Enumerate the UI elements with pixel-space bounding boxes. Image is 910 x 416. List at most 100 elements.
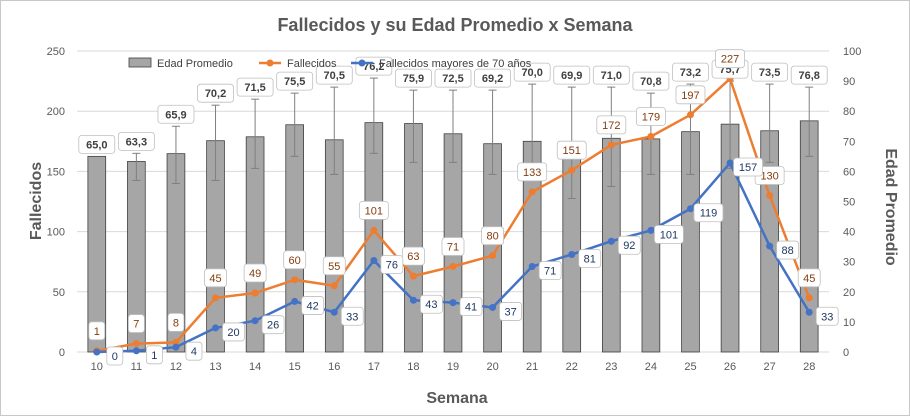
y-tick-label: 50 (53, 287, 65, 299)
bar-data-label: 63,3 (126, 136, 147, 148)
fallecidos-data-label: 151 (563, 145, 581, 157)
data-labels: 65,0 63,365,970,271,575,570,576,275,9 72,5… (78, 49, 839, 366)
fallecidos-data-label: 55 (328, 261, 340, 273)
fallecidos-data-label-box (441, 237, 465, 256)
mayores70-data-label: 33 (346, 311, 358, 323)
legend-label-fallecidos: Fallecidos (287, 58, 337, 70)
mayores70-data-label: 157 (739, 162, 757, 174)
bar-data-label: 70,0 (521, 67, 542, 79)
fallecidos-point (330, 282, 338, 290)
fallecidos-data-label-box (243, 263, 267, 283)
fallecidos-point (409, 272, 417, 280)
legend-label-edad: Edad Promedio (157, 58, 233, 70)
chart-title: Fallecidos y su Edad Promedio x Semana (277, 15, 633, 35)
fallecidos-point (251, 289, 259, 297)
bar-data-label: 65,0 (86, 139, 107, 151)
fallecidos-data-label-box (675, 85, 706, 105)
fallecidos-point (607, 141, 615, 149)
fallecidos-point (568, 166, 576, 174)
mayores70-data-label-box (538, 261, 562, 280)
bar-data-label-box (434, 68, 472, 88)
mayores70-data-label-box (815, 306, 839, 326)
x-tick-label: 14 (249, 361, 261, 373)
mayores70-point (528, 263, 536, 271)
mayores70-point (489, 303, 497, 311)
mayores70-data-label: 88 (782, 245, 794, 257)
fallecidos-data-label-box (322, 256, 346, 276)
bar-data-label: 71,0 (601, 70, 622, 82)
fallecidos-data-label: 1 (94, 326, 100, 338)
bar-data-label-box (790, 65, 828, 85)
mayores70-point (607, 237, 615, 245)
fallecidos-point (528, 188, 536, 196)
fallecidos-data-label: 172 (602, 120, 620, 132)
legend-marker-mayores70 (358, 59, 366, 67)
fallecidos-data-label-box (635, 107, 666, 126)
fallecidos-data-label: 101 (365, 205, 383, 217)
bar-data-label-box (117, 131, 155, 151)
x-tick-label: 11 (131, 361, 142, 373)
mayores70-point (726, 159, 734, 167)
y2-tick-label: 80 (843, 106, 855, 118)
mayores70-data-label-box (776, 240, 800, 260)
y-tick-label: 250 (47, 46, 65, 58)
mayores70-data-label: 92 (623, 240, 635, 252)
bar-data-label: 69,9 (561, 70, 582, 82)
mayores70-data-label: 42 (307, 300, 319, 312)
mayores70-data-label: 41 (465, 302, 477, 314)
x-tick-label: 15 (289, 361, 301, 373)
fallecidos-data-label-box (167, 312, 185, 332)
y2-tick-label: 50 (843, 197, 855, 209)
bar-data-label-box (395, 68, 432, 88)
bar-data-label: 70,5 (324, 70, 345, 82)
fallecidos-data-label-box (358, 200, 389, 220)
mayores70-data-label-box (106, 346, 124, 366)
x-tick-label: 20 (486, 361, 498, 373)
mayores70-point (409, 296, 417, 304)
x-tick-label: 18 (407, 361, 419, 373)
bar-data-label: 76,8 (798, 70, 819, 82)
fallecidos-data-label: 60 (289, 255, 301, 267)
mayores70-point (766, 242, 774, 250)
bar-data-label-box (672, 62, 709, 82)
mayores70-point (449, 299, 457, 307)
x-axis-title: Semana (426, 390, 487, 407)
fallecidos-data-label-box (596, 115, 627, 135)
mayores70-data-label: 76 (386, 259, 398, 271)
bar-data-label-box (157, 104, 195, 124)
mayores70-point (568, 250, 576, 258)
y2-tick-label: 30 (843, 257, 855, 269)
mayores70-data-label: 1 (151, 350, 157, 362)
x-tick-label: 23 (605, 361, 617, 373)
fallecidos-point (489, 252, 497, 260)
y-tick-label: 100 (47, 227, 65, 239)
fallecidos-data-label-box (556, 140, 587, 160)
y2-tick-label: 100 (843, 46, 861, 58)
x-tick-label: 19 (447, 361, 459, 373)
fallecidos-point (805, 294, 813, 302)
y2-tick-label: 40 (843, 227, 855, 239)
mayores70-data-label: 4 (191, 346, 197, 358)
bar-data-label: 75,5 (284, 76, 305, 88)
legend: Edad Promedio Fallecidos Fallecidos mayore… (128, 57, 532, 70)
mayores70-data-label-box (578, 249, 602, 268)
fallecidos-data-label: 197 (681, 90, 699, 102)
mayores70-point (212, 324, 220, 332)
bar (285, 124, 304, 353)
mayores70-data-label-box (145, 345, 163, 365)
x-tick-label: 12 (170, 361, 182, 373)
mayores70-data-label: 119 (700, 208, 718, 220)
fallecidos-data-label: 71 (447, 242, 459, 254)
mayores70-data-label-box (222, 322, 245, 342)
bar-data-label: 73,2 (680, 67, 701, 79)
mayores70-point (251, 317, 259, 325)
bar-data-label-box (78, 134, 116, 154)
bar-data-label-box (553, 65, 591, 85)
fallecidos-point (132, 340, 140, 348)
mayores70-data-label-box (617, 235, 641, 255)
mayores70-point (686, 205, 694, 213)
bar-data-label-box (315, 65, 353, 85)
fallecidos-data-label-box (481, 226, 504, 246)
